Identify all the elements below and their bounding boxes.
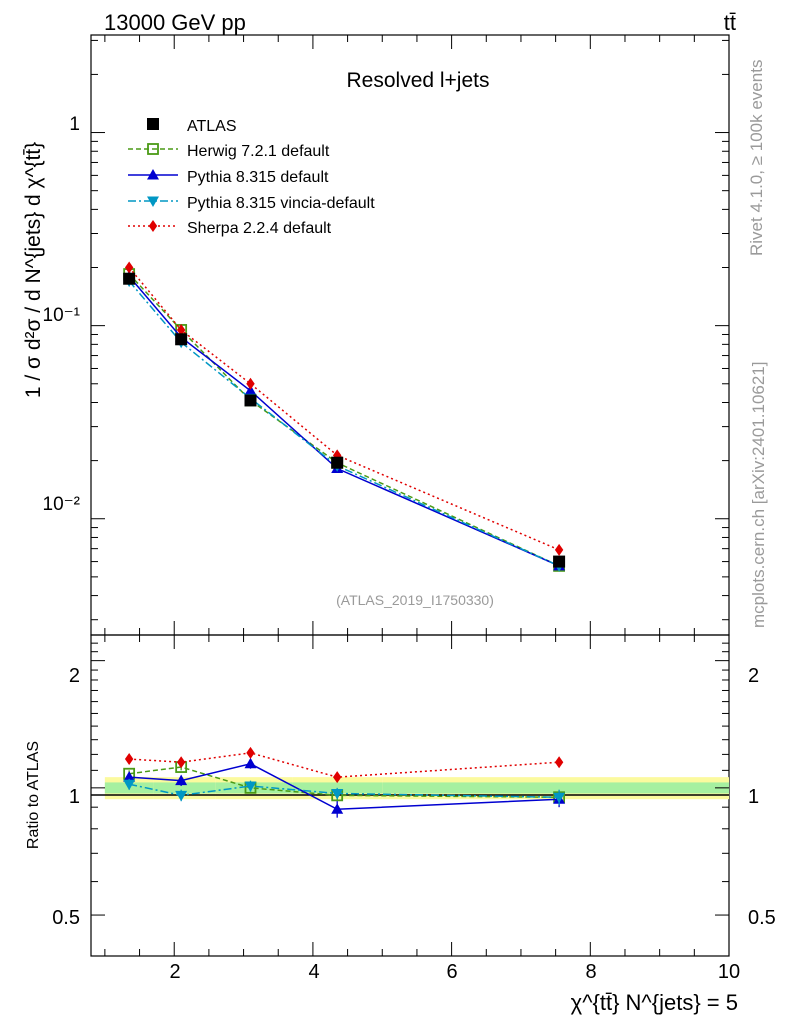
y-tick-label-1: 1: [69, 114, 80, 135]
ratio-point-sherpa: [554, 756, 564, 769]
ratio-point-pythia: [175, 774, 188, 786]
mcplots-source-label: mcplots.cern.ch [arXiv:2401.10621]: [749, 362, 768, 628]
main-point-atlas: [331, 456, 344, 469]
x-tick-label-4: 4: [308, 961, 319, 983]
x-tick-label-2: 2: [169, 961, 180, 983]
rivet-version-label: Rivet 4.1.0, ≥ 100k events: [747, 60, 766, 256]
legend-marker-herwig: [147, 143, 159, 155]
ratio-tick-label-2-left: 2: [69, 665, 80, 687]
process-label: tt̄: [724, 10, 736, 35]
ratio-point-pythia: [331, 803, 344, 814]
x-tick-label-8: 8: [585, 961, 596, 983]
main-line-herwig: [128, 273, 560, 567]
legend-label-pythia: Pythia 8.315 default: [187, 169, 329, 186]
main-point-sherpa: [246, 377, 255, 390]
ratio-tick-label-1-left: 1: [69, 786, 80, 808]
ratio-point-sherpa: [246, 746, 255, 759]
main-point-atlas: [553, 555, 566, 568]
legend-marker-pythia: [147, 169, 159, 180]
ratio-axis-title: Ratio to ATLAS: [25, 741, 42, 849]
ratio-point-vincia: [244, 781, 257, 793]
axis-ticks: [91, 35, 730, 957]
main-curves: [123, 261, 566, 572]
legend-label-sherpa: Sherpa 2.2.4 default: [187, 220, 332, 237]
main-point-atlas: [244, 394, 257, 407]
ratio-point-vincia: [123, 779, 136, 791]
legend-label-atlas: ATLAS: [187, 118, 237, 135]
ratio-line-sherpa: [129, 752, 560, 778]
ratio-point-pythia: [123, 771, 136, 782]
ratio-point-sherpa: [124, 753, 134, 766]
legend-marker-atlas: [147, 118, 159, 130]
energy-label: 13000 GeV pp: [104, 10, 246, 35]
main-point-sherpa: [176, 323, 186, 336]
y-tick-label-0.01: 10⁻²: [43, 494, 81, 515]
legend-marker-sherpa: [148, 220, 158, 232]
y-axis-title: 1 / σ d²σ / d N^{jets} d χ^{tt̄}: [22, 142, 45, 398]
ratio-tick-label-1-right: 1: [748, 786, 759, 808]
legend-label-vincia: Pythia 8.315 vincia-default: [187, 195, 375, 212]
uncertainty-band-stat: [153, 782, 216, 794]
x-tick-label-10: 10: [718, 961, 740, 983]
main-point-sherpa: [554, 543, 564, 556]
ratio-point-vincia: [331, 788, 344, 800]
x-tick-label-6: 6: [446, 961, 457, 983]
legend: ATLAS Herwig 7.2.1 default Pythia 8.315 …: [128, 118, 375, 237]
main-point-sherpa: [124, 261, 134, 274]
ratio-point-vincia: [175, 790, 188, 802]
main-point-pythia: [244, 384, 257, 396]
ratio-curves: [123, 746, 566, 818]
main-line-pythia: [128, 275, 560, 567]
main-point-atlas: [123, 272, 136, 285]
ratio-point-pythia: [244, 757, 257, 769]
main-line-sherpa: [128, 267, 560, 551]
plot-title: Resolved l+jets: [347, 69, 490, 92]
ratio-tick-label-2-right: 2: [748, 665, 759, 687]
analysis-id-label: (ATLAS_2019_I1750330): [336, 592, 494, 608]
x-axis-title: χ^{tt̄} N^{jets} = 5: [571, 990, 738, 1015]
legend-label-herwig: Herwig 7.2.1 default: [187, 143, 330, 160]
ratio-tick-label-0.5-right: 0.5: [748, 907, 776, 929]
main-line-vincia: [128, 280, 560, 567]
ratio-point-sherpa: [176, 756, 186, 769]
ratio-point-sherpa: [332, 771, 342, 784]
y-tick-label-0.1: 10⁻¹: [43, 305, 81, 326]
main-point-atlas: [175, 333, 188, 346]
ratio-point-vincia: [553, 792, 566, 804]
uncertainty-band-stat: [382, 782, 729, 794]
legend-marker-vincia: [147, 196, 159, 207]
ratio-tick-label-0.5-left: 0.5: [52, 907, 80, 929]
